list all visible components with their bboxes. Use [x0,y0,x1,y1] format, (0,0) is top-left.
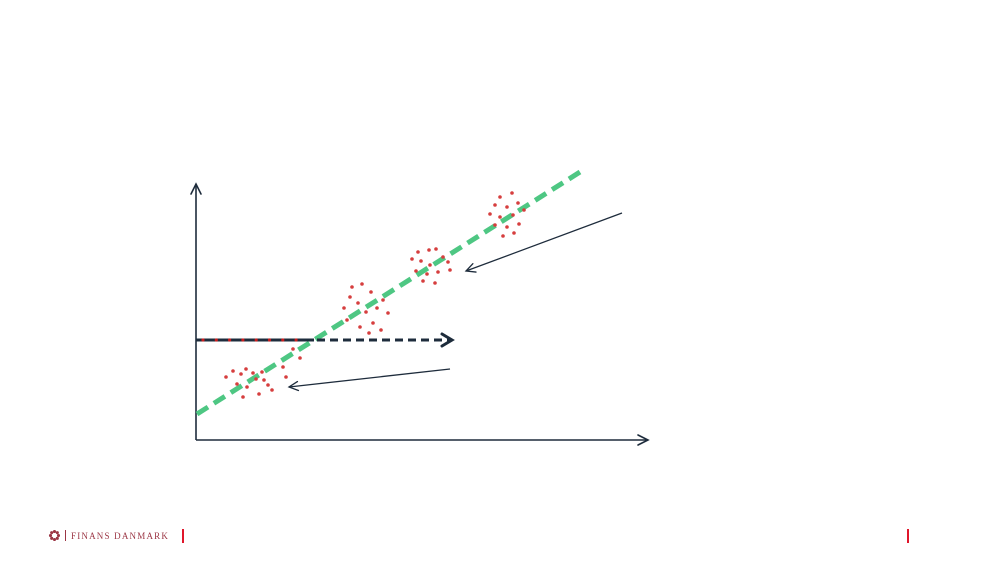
scatter-dot [505,205,509,209]
cluster-low [224,347,302,399]
scatter-dot [298,356,302,360]
scatter-dot [510,191,514,195]
scatter-dot [419,259,423,263]
scatter-dot [501,234,505,238]
scatter-dot [360,282,364,286]
trend-line [195,169,582,417]
scatter-dot [235,382,239,386]
scatter-dot [375,306,379,310]
scatter-dot [517,222,521,226]
scatter-dot [369,290,373,294]
annotation-arrow-upper [464,212,623,273]
scatter-dot [350,285,354,289]
scatter-dot [356,301,360,305]
reference-line-red-dot [281,338,285,342]
scatter-dot [284,375,288,379]
scatter-dot [512,231,516,235]
scatter-dot [342,306,346,310]
scatter-dot [379,328,383,332]
reference-line-red-dot [267,338,272,342]
reference-line-red-dot [214,338,218,342]
scatter-dot [498,195,502,199]
scatter-dot [231,369,235,373]
scatter-dot [270,388,274,392]
trend-dashed-line [195,169,582,417]
scatter-dot [421,279,425,283]
scatter-dot [434,247,438,251]
scatter-dot [281,365,285,369]
scatter-dot [522,208,526,212]
scatter-dot [266,383,270,387]
scatter-dot [291,347,295,351]
scatter-dot [505,225,509,229]
scatter-dot [224,375,228,379]
axes [190,182,650,446]
cluster-mid-low [342,282,390,335]
scatter-dot [488,212,492,216]
cluster-high [488,191,526,238]
scatter-dot [245,385,249,389]
scatter-dot [516,201,520,205]
reference-line-red-dot [254,338,258,342]
scatter-dot [260,370,264,374]
scatter-dot [433,281,437,285]
cluster-mid-high [410,247,452,285]
scatter-dot [239,372,243,376]
scatter-dot [498,215,502,219]
scatter-dot [257,392,261,396]
reference-line-red-dot [241,338,245,342]
scatter-dot [493,203,497,207]
scatter-dot [345,318,349,322]
scatter-dot [244,367,248,371]
reference-line [196,332,455,348]
scatter-dot [416,250,420,254]
reference-line-red-dot [201,338,205,342]
scatter-dot [241,395,245,399]
scatter-dot [251,371,255,375]
scatter-dot [493,223,497,227]
scatter-dot [381,298,385,302]
scatter-dot [254,377,258,381]
scatter-dot [358,325,362,329]
scatter-dot [441,255,445,259]
scatter-dot [428,263,432,267]
scatter-points [224,191,526,399]
scatter-dot [511,213,515,217]
scatter-dot [425,272,429,276]
annotation-arrows [287,212,623,392]
scatter-dot [448,268,452,272]
scatter-dot [364,310,368,314]
reference-line-red-dot [294,338,298,342]
reference-line-red-dot [228,338,232,342]
annotation-arrow-lower [287,368,451,392]
scatter-dot [427,248,431,252]
scatter-dot [367,331,371,335]
scatter-dot [262,378,266,382]
scatter-dot [348,295,352,299]
scatter-dot [371,321,375,325]
scatter-dot [386,311,390,315]
scatter-dot [414,269,418,273]
scatter-dot [436,270,440,274]
scatter-dot [446,260,450,264]
scatter-dot [410,257,414,261]
